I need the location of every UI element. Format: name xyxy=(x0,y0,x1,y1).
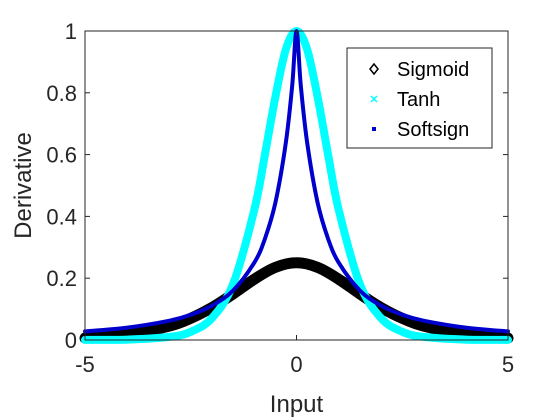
data-point-softsign xyxy=(125,326,129,329)
data-point-softsign xyxy=(326,237,330,241)
data-point-tanh xyxy=(400,330,404,334)
data-point-softsign xyxy=(299,83,303,86)
legend-label-softsign: Softsign xyxy=(397,119,469,141)
data-point-tanh xyxy=(231,282,235,286)
data-point-tanh xyxy=(252,208,256,212)
data-point-tanh xyxy=(326,154,330,157)
legend-box xyxy=(346,47,493,149)
data-point-softsign xyxy=(337,261,341,265)
data-point-sigmoid xyxy=(464,333,468,336)
data-point-softsign xyxy=(464,326,468,329)
y-tick-label: 0.4 xyxy=(46,204,77,229)
data-point-softsign xyxy=(358,289,362,292)
data-point-softsign xyxy=(316,201,319,205)
legend-label-sigmoid: Sigmoid xyxy=(397,59,469,81)
data-point-sigmoid xyxy=(125,333,129,336)
data-point-softsign xyxy=(284,140,288,144)
legend-marker-sigmoid xyxy=(369,62,379,76)
y-tick-label: 0.2 xyxy=(46,266,77,291)
data-point-sigmoid xyxy=(252,277,256,281)
y-tick-label: 0 xyxy=(65,328,77,353)
x-tick-label: -5 xyxy=(75,352,95,377)
data-point-sigmoid xyxy=(400,316,404,320)
axis-ticks: -5 0 500.20.40.60.81 xyxy=(46,19,514,377)
data-point-tanh xyxy=(168,335,172,339)
x-axis-label: Input xyxy=(270,391,324,418)
data-point-tanh xyxy=(305,47,309,51)
y-tick-label: 0.6 xyxy=(46,143,77,168)
data-point-softsign xyxy=(379,304,383,308)
data-point-sigmoid xyxy=(295,261,298,265)
data-point-softsign xyxy=(210,304,214,308)
series-line-sigmoid xyxy=(79,257,514,344)
data-point-tanh xyxy=(284,47,288,51)
data-point-sigmoid xyxy=(189,316,193,320)
data-point-tanh xyxy=(337,208,341,212)
x-tick-label: 0 xyxy=(290,352,302,377)
data-point-softsign xyxy=(274,201,277,205)
y-axis-label: Derivative xyxy=(10,132,37,239)
data-point-softsign xyxy=(305,140,309,144)
data-point-tanh xyxy=(210,316,214,320)
data-point-softsign xyxy=(422,319,425,323)
data-point-tanh xyxy=(274,95,277,99)
data-point-softsign xyxy=(263,237,267,241)
data-point-tanh xyxy=(189,330,193,334)
data-point-softsign xyxy=(231,289,235,292)
data-point-sigmoid xyxy=(316,266,319,269)
data-point-sigmoid xyxy=(422,324,425,328)
legend-marker-softsign xyxy=(372,127,376,131)
legend-marker-tanh xyxy=(370,95,378,103)
data-point-tanh xyxy=(422,335,425,339)
y-tick-label: 0.8 xyxy=(46,81,77,106)
data-point-tanh xyxy=(358,282,362,286)
data-point-sigmoid xyxy=(274,266,277,269)
x-tick-label: 5 xyxy=(502,352,514,377)
data-point-tanh xyxy=(316,95,319,99)
data-point-sigmoid xyxy=(168,324,172,328)
data-point-softsign xyxy=(189,313,193,317)
data-point-tanh xyxy=(379,316,383,320)
legend: Sigmoid Tanh Softsign xyxy=(346,47,493,149)
data-point-softsign xyxy=(168,319,172,323)
data-point-tanh xyxy=(263,154,267,157)
data-point-softsign xyxy=(400,313,404,317)
data-point-sigmoid xyxy=(337,277,341,281)
series-sigmoid xyxy=(79,257,514,344)
y-tick-label: 1 xyxy=(65,19,77,44)
legend-label-tanh: Tanh xyxy=(397,89,440,111)
data-point-softsign xyxy=(252,261,256,265)
data-point-softsign xyxy=(290,83,294,86)
